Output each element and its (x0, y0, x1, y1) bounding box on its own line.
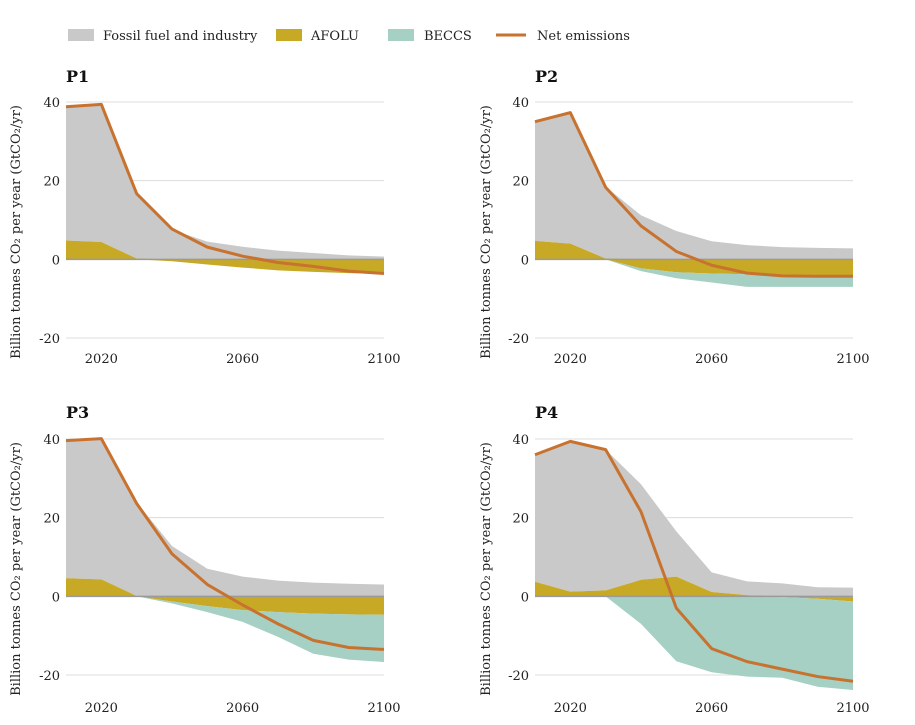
area-afolu-negative (66, 259, 384, 274)
x-tick-label: 2020 (85, 701, 118, 716)
x-tick-label: 2060 (226, 352, 259, 367)
x-tick-label: 2100 (836, 352, 869, 367)
area-afolu-positive (535, 576, 853, 597)
y-tick-label: 40 (43, 96, 60, 111)
area-afolu-negative (535, 259, 853, 276)
y-axis-label: Billion tonnes CO₂ per year (GtCO₂/yr) (9, 105, 24, 359)
y-tick-label: 20 (43, 175, 60, 190)
y-tick-label: 0 (521, 253, 529, 268)
y-tick-label: 40 (512, 433, 529, 448)
area-afolu-negative (66, 596, 384, 615)
x-tick-label: 2100 (367, 352, 400, 367)
y-tick-label: -20 (39, 669, 60, 684)
area-fossil-fuel-and-industry (66, 439, 384, 597)
panel-p3: P3 40 20 0 -20 2020 2060 2100 Billion tonnes CO₂… (9, 403, 401, 716)
legend-swatch-beccs (388, 29, 414, 41)
panel-title: P1 (66, 67, 89, 86)
panel-title: P3 (66, 403, 89, 422)
panel-p4: P4 40 20 0 -20 2020 2060 2100 Billion tonnes CO₂… (479, 403, 870, 716)
y-tick-label: -20 (39, 332, 60, 347)
x-tick-label: 2060 (226, 701, 259, 716)
legend-label-afolu: AFOLU (310, 29, 359, 44)
legend-swatch-fossil (68, 29, 94, 41)
area-beccs (535, 259, 853, 287)
panel-p2: P2 40 20 0 -20 2020 2060 2100 Billion tonnes CO₂… (479, 67, 870, 367)
y-tick-label: -20 (508, 332, 529, 347)
x-tick-label: 2020 (85, 352, 118, 367)
area-afolu-positive (66, 578, 384, 597)
y-tick-label: 40 (512, 96, 529, 111)
area-beccs (66, 596, 384, 663)
y-tick-label: 20 (512, 175, 529, 190)
y-tick-label: 0 (52, 253, 60, 268)
x-tick-label: 2060 (695, 352, 728, 367)
legend-swatch-afolu (276, 29, 302, 41)
x-tick-label: 2100 (367, 701, 400, 716)
y-tick-label: 0 (521, 590, 529, 605)
legend-label-net: Net emissions (537, 29, 630, 44)
legend: Fossil fuel and industry AFOLU BECCS Net… (68, 29, 630, 44)
y-tick-label: -20 (508, 669, 529, 684)
x-tick-label: 2020 (554, 701, 587, 716)
y-tick-label: 20 (43, 512, 60, 527)
y-axis-label: Billion tonnes CO₂ per year (GtCO₂/yr) (479, 442, 494, 696)
area-fossil-fuel-and-industry (66, 104, 384, 260)
line-net-emissions (65, 102, 385, 275)
x-tick-label: 2100 (836, 701, 869, 716)
y-tick-label: 20 (512, 512, 529, 527)
line-net-emissions (534, 439, 854, 683)
x-tick-label: 2060 (695, 701, 728, 716)
legend-label-beccs: BECCS (424, 29, 472, 44)
y-tick-label: 0 (52, 590, 60, 605)
area-fossil-fuel-and-industry (535, 441, 853, 597)
area-beccs (535, 596, 853, 690)
y-tick-label: 40 (43, 433, 60, 448)
area-fossil-fuel-and-industry (535, 112, 853, 260)
area-afolu-positive (66, 240, 384, 260)
panel-title: P4 (535, 403, 558, 422)
line-net-emissions (534, 111, 853, 278)
x-tick-label: 2020 (554, 352, 587, 367)
panel-title: P2 (535, 67, 558, 86)
y-axis-label: Billion tonnes CO₂ per year (GtCO₂/yr) (479, 105, 494, 359)
y-axis-label: Billion tonnes CO₂ per year (GtCO₂/yr) (9, 442, 24, 696)
legend-label-fossil: Fossil fuel and industry (103, 29, 258, 44)
panel-p1: P1 40 20 0 -20 2020 2060 2100 Billion tonnes CO₂… (9, 67, 401, 367)
line-net-emissions (65, 437, 385, 651)
area-afolu-positive (535, 240, 853, 260)
